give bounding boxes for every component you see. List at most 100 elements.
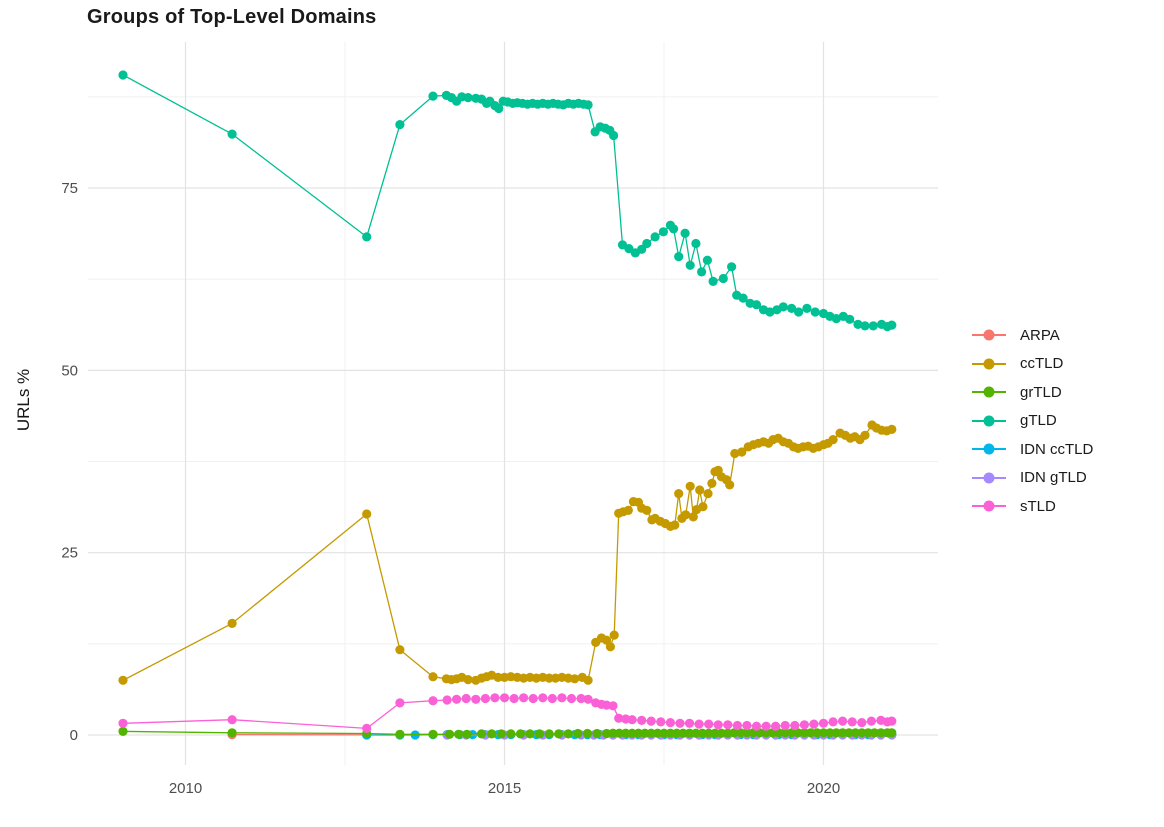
series-gtld [118, 70, 897, 332]
data-point [566, 693, 577, 704]
x-tick-label-2020: 2020 [807, 780, 840, 797]
data-point [738, 293, 748, 303]
data-point [685, 481, 695, 491]
data-point [847, 717, 857, 727]
data-point [691, 728, 701, 738]
data-point [227, 129, 237, 139]
data-point [704, 719, 714, 729]
data-point [697, 267, 707, 277]
data-point [698, 502, 708, 512]
data-point [685, 260, 695, 270]
data-point [857, 728, 867, 738]
data-point [716, 728, 727, 738]
data-point [576, 693, 586, 704]
data-point [681, 510, 691, 520]
data-point [454, 729, 464, 739]
data-point [810, 307, 820, 317]
data-point [656, 717, 666, 727]
data-point [583, 675, 593, 685]
data-point [395, 120, 405, 130]
data-point [627, 728, 637, 738]
data-point [708, 276, 718, 286]
data-point [480, 693, 490, 704]
legend: ARPA ccTLD grTLD gTLD IDN ccTLD IDN gTLD sTLD [970, 321, 1093, 521]
data-point [428, 729, 438, 739]
data-point [573, 728, 583, 739]
data-point [787, 303, 797, 313]
data-point [535, 729, 545, 739]
series-line [122, 74, 893, 328]
data-point [761, 728, 771, 738]
data-point [646, 728, 656, 738]
data-point [452, 694, 462, 704]
x-tick-label-2010: 2010 [169, 780, 202, 797]
data-point [732, 720, 743, 731]
data-point [665, 718, 676, 728]
x-tick-label-2015: 2015 [488, 780, 521, 797]
legend-label: gTLD [1020, 412, 1057, 430]
data-point [850, 728, 861, 738]
legend-label: ccTLD [1020, 355, 1064, 373]
data-point [490, 693, 500, 703]
data-point [674, 252, 684, 262]
data-point [887, 424, 897, 434]
data-point [799, 720, 810, 730]
data-point [794, 307, 804, 317]
axis-tick-labels: 0 25 50 75 2010 2015 2020 [61, 180, 840, 797]
data-point [730, 448, 740, 459]
data-point [623, 505, 633, 515]
data-point [727, 262, 737, 272]
data-point [583, 694, 593, 704]
data-point [592, 728, 602, 739]
data-point [710, 728, 720, 738]
data-point [442, 695, 452, 705]
data-point [860, 430, 870, 440]
data-point [519, 693, 529, 703]
data-point [609, 630, 619, 640]
data-point [582, 728, 593, 739]
y-tick-label-75: 75 [61, 180, 78, 197]
y-tick-label-25: 25 [61, 545, 78, 562]
data-point [751, 300, 762, 310]
legend-key-point [983, 443, 995, 455]
data-point [691, 238, 701, 249]
data-point [765, 307, 775, 317]
data-point [462, 729, 472, 739]
data-point [688, 512, 698, 522]
data-point [506, 729, 516, 739]
data-point [428, 696, 438, 706]
legend-key-icon [972, 386, 1006, 398]
data-point [614, 728, 624, 738]
legend-item-gtld: gTLD [970, 407, 1093, 436]
legend-key-icon [972, 443, 1006, 455]
data-point [725, 480, 735, 490]
data-point [476, 729, 487, 739]
data-point [499, 693, 510, 703]
data-point [684, 728, 695, 738]
data-point [869, 728, 880, 738]
data-point [227, 728, 237, 738]
legend-key-icon [972, 500, 1006, 512]
legend-item-cctld: ccTLD [970, 350, 1093, 379]
data-point [642, 505, 652, 515]
y-tick-label-0: 0 [70, 727, 78, 744]
data-point [509, 693, 519, 704]
data-point [461, 693, 471, 704]
data-point [570, 674, 580, 684]
series-grtld [118, 726, 897, 739]
data-point [680, 228, 690, 238]
data-point [547, 693, 557, 704]
series-cctld [118, 420, 897, 685]
data-point [674, 489, 684, 499]
data-point [672, 728, 682, 738]
chart-title: Groups of Top-Level Domains [87, 6, 377, 28]
legend-key-point [983, 386, 995, 398]
data-point [670, 520, 680, 530]
data-point [828, 717, 838, 727]
legend-item-stld: sTLD [970, 492, 1093, 521]
legend-key-icon [972, 329, 1006, 341]
data-point [621, 728, 631, 738]
data-point [669, 224, 679, 234]
grid-minor [88, 42, 938, 765]
